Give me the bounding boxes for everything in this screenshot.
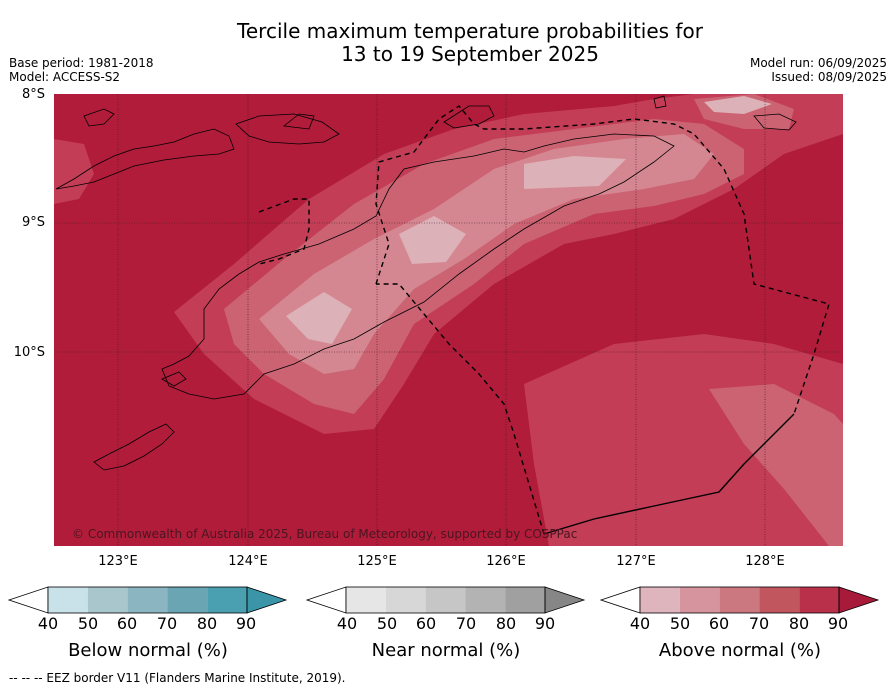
lon-label-124e: 124°E	[228, 554, 268, 569]
island-b-coast	[235, 113, 340, 145]
eez-border	[258, 105, 830, 535]
colorbar-below-label: Below normal (%)	[68, 640, 228, 661]
lat-label-10s: 10°S	[13, 345, 45, 360]
title-line-1: Tercile maximum temperature probabilitie…	[237, 19, 703, 43]
model-run-text: Model run: 06/09/2025	[749, 56, 887, 70]
colorbar-under-triangle	[306, 586, 347, 614]
eez-border-west-dashed	[258, 198, 310, 265]
tick-label: 40	[629, 614, 651, 633]
eez-border-dashed	[375, 105, 830, 415]
contour-60	[259, 134, 714, 374]
tick-label: 80	[196, 614, 218, 633]
island-c-coast	[283, 113, 315, 130]
flores-coast	[55, 128, 235, 190]
colorbar-over-triangle	[544, 586, 586, 614]
colorbar-segment	[759, 587, 800, 613]
timor-coast	[161, 133, 675, 400]
colorbar-near-label: Near normal (%)	[371, 640, 521, 661]
rote-coast	[93, 423, 175, 471]
colorbar-segment	[167, 587, 208, 613]
wetar-coast	[443, 105, 495, 129]
eez-border-solid	[543, 413, 795, 535]
tick-label: 40	[336, 614, 358, 633]
tick-label: 50	[77, 614, 99, 633]
colorbar-under-triangle	[600, 586, 641, 614]
issued-text: Issued: 08/09/2025	[771, 70, 887, 84]
map-svg	[54, 94, 843, 546]
colorbar-segment	[207, 587, 247, 613]
tick-label: 40	[37, 614, 59, 633]
graticule	[54, 94, 843, 546]
tick-label: 50	[376, 614, 398, 633]
lat-label-9s: 9°S	[21, 215, 45, 230]
tick-label: 90	[534, 614, 556, 633]
colorbar-segment	[385, 587, 426, 613]
colorbar-over-triangle	[838, 586, 880, 614]
tick-label: 70	[748, 614, 770, 633]
tick-label: 70	[455, 614, 477, 633]
contour-50-d	[704, 96, 772, 114]
tick-label: 50	[669, 614, 691, 633]
colorbar-segment	[799, 587, 839, 613]
tick-label: 60	[415, 614, 437, 633]
contour-50-c	[524, 156, 626, 189]
colorbar-segment	[87, 587, 128, 613]
colorbar-segment	[127, 587, 168, 613]
tick-label: 80	[788, 614, 810, 633]
model-text: Model: ACCESS-S2	[9, 70, 121, 84]
colorbar-segment	[346, 587, 386, 613]
colorbar-over-triangle	[246, 586, 288, 614]
contour-50-b	[399, 216, 466, 264]
chart-title: Tercile maximum temperature probabilitie…	[0, 20, 896, 66]
colorbar-frame	[47, 586, 248, 614]
copyright-text: © Commonwealth of Australia 2025, Bureau…	[72, 527, 578, 541]
base-period-text: Base period: 1981-2018	[9, 56, 154, 70]
colorbar-segment	[505, 587, 545, 613]
metadata-right: Model run: 06/09/2025 Issued: 08/09/2025	[750, 56, 887, 84]
lon-label-123e: 123°E	[98, 554, 138, 569]
colorbar-segment	[640, 587, 680, 613]
colorbar-segment	[679, 587, 720, 613]
contour-70-tail	[709, 384, 843, 546]
title-line-2: 13 to 19 September 2025	[341, 42, 599, 66]
contour-50-a	[286, 292, 352, 344]
island-a-coast	[83, 108, 115, 127]
colorbar-frame	[639, 586, 840, 614]
eez-footer-note: -- -- -- EEZ border V11 (Flanders Marine…	[9, 671, 346, 685]
colorbar-under-triangle	[8, 586, 49, 614]
lon-label-125e: 125°E	[357, 554, 397, 569]
colorbar-segment	[48, 587, 88, 613]
tick-label: 60	[708, 614, 730, 633]
colorbar-frame	[345, 586, 546, 614]
lon-label-128e: 128°E	[745, 554, 785, 569]
colorbar-below	[8, 586, 288, 614]
colorbar-near	[306, 586, 586, 614]
savu-coast	[161, 371, 187, 387]
colorbar-above	[600, 586, 880, 614]
eez-border-dashed-south	[376, 283, 545, 535]
colorbar-segment	[425, 587, 466, 613]
probability-map	[54, 94, 843, 546]
tick-label: 90	[827, 614, 849, 633]
lon-label-127e: 127°E	[616, 554, 656, 569]
tick-label: 70	[156, 614, 178, 633]
tick-label: 90	[235, 614, 257, 633]
colorbar-segment	[719, 587, 760, 613]
colorbar-above-label: Above normal (%)	[658, 640, 822, 661]
tick-label: 80	[495, 614, 517, 633]
lat-label-8s: 8°S	[21, 87, 45, 102]
coastlines	[55, 95, 797, 471]
colorbar-segment	[465, 587, 506, 613]
small-island-coast	[653, 95, 667, 109]
island-east-coast	[753, 113, 797, 131]
metadata-left: Base period: 1981-2018 Model: ACCESS-S2	[9, 56, 154, 84]
lon-label-126e: 126°E	[486, 554, 526, 569]
tick-label: 60	[116, 614, 138, 633]
